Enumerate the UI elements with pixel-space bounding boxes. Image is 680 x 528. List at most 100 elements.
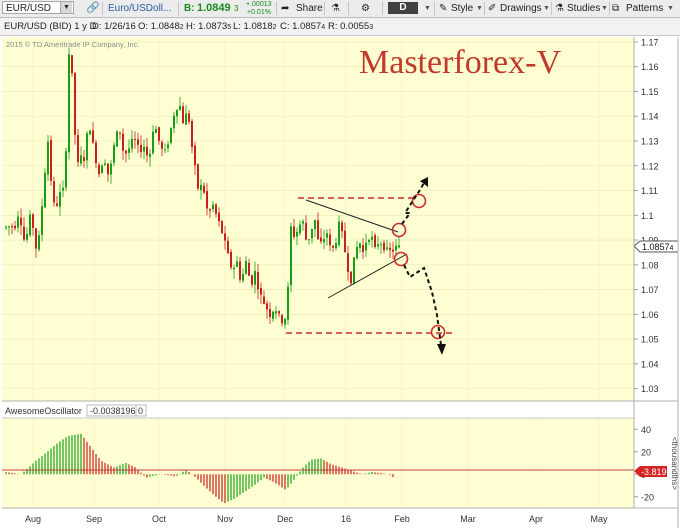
price-candles bbox=[5, 47, 400, 329]
candle-body bbox=[251, 275, 253, 285]
price-tick-label: 1.07 bbox=[641, 285, 659, 295]
patterns-icon[interactable]: ⧉ bbox=[612, 3, 620, 14]
candle-body bbox=[221, 220, 223, 233]
candle-body bbox=[188, 113, 190, 122]
candle-body bbox=[275, 311, 277, 314]
range-label: R: 0.00553 bbox=[328, 18, 373, 35]
gear-icon[interactable]: ⚙ bbox=[361, 3, 370, 14]
candle-body bbox=[392, 249, 394, 252]
share-button[interactable]: Share bbox=[296, 3, 323, 14]
triangle-lower-line bbox=[327, 253, 408, 299]
price-tick-label: 1.1 bbox=[641, 211, 654, 221]
toolbar-separator bbox=[324, 2, 325, 15]
candle-body bbox=[23, 226, 25, 240]
studies-icon[interactable]: ⚗ bbox=[555, 3, 564, 14]
price-tick-label: 1.13 bbox=[641, 137, 659, 147]
toolbar-separator bbox=[609, 2, 610, 15]
candle-body bbox=[38, 235, 40, 250]
ohlc-info-bar: EUR/USD (BID) 1 y D D: 1/26/16 O: 1.0848… bbox=[0, 18, 680, 36]
price-tick-label: 1.03 bbox=[641, 384, 659, 394]
candle-body bbox=[323, 239, 325, 243]
target-down-circle bbox=[430, 324, 446, 340]
high-value: H: 1.0873 bbox=[186, 21, 228, 32]
candle-body bbox=[62, 187, 64, 191]
candle-body bbox=[395, 245, 397, 251]
chevron-down-icon[interactable]: ▼ bbox=[476, 5, 483, 12]
candle-body bbox=[149, 153, 151, 157]
candle-body bbox=[227, 240, 229, 254]
candle-body bbox=[11, 226, 13, 228]
candle-body bbox=[89, 130, 91, 135]
oscillator-value: -0.0038196 bbox=[90, 406, 136, 416]
product-description[interactable]: Euro/USDoll... bbox=[108, 3, 172, 14]
symbol-selector[interactable]: EUR/USD ▼ bbox=[2, 1, 74, 14]
price-axis-labels: 1.171.161.151.141.131.121.111.11.091.081… bbox=[634, 37, 659, 394]
candle-body bbox=[155, 128, 157, 133]
candle-body bbox=[239, 261, 241, 280]
candle-body bbox=[236, 261, 238, 267]
studies-menu[interactable]: Studies bbox=[567, 3, 601, 14]
period-button[interactable]: D bbox=[388, 2, 418, 14]
candle-body bbox=[281, 315, 283, 324]
drawings-menu[interactable]: Drawings bbox=[500, 3, 542, 14]
candle-body bbox=[386, 247, 388, 249]
drawings-icon[interactable]: ✐ bbox=[488, 3, 497, 14]
patterns-menu[interactable]: Patterns bbox=[626, 3, 664, 14]
candle-body bbox=[359, 243, 361, 248]
candle-body bbox=[161, 142, 163, 149]
masterforex-watermark: Masterforex-V bbox=[359, 44, 561, 81]
candle-body bbox=[164, 149, 166, 151]
chevron-down-icon[interactable]: ▼ bbox=[601, 5, 608, 12]
candle-body bbox=[194, 145, 196, 166]
candle-body bbox=[128, 148, 130, 153]
price-tick-label: 1.15 bbox=[641, 87, 659, 97]
candle-body bbox=[320, 237, 322, 242]
chevron-down-icon[interactable]: ▼ bbox=[60, 2, 72, 13]
candle-body bbox=[14, 225, 16, 229]
link-icon[interactable]: 🔗 bbox=[86, 2, 100, 14]
chevron-down-icon[interactable]: ▼ bbox=[667, 5, 674, 12]
candle-body bbox=[389, 247, 391, 250]
copyright-text: 2015 © TD Ameritrade IP Company, Inc. bbox=[6, 40, 140, 49]
price-tick-label: 1.08 bbox=[641, 260, 659, 270]
open-label: O: 1.08482 bbox=[138, 18, 184, 35]
flask-icon[interactable]: ⚗ bbox=[331, 3, 340, 14]
toolbar-separator bbox=[484, 2, 485, 15]
low-label: L: 1.08182 bbox=[233, 18, 277, 35]
chevron-down-icon[interactable]: ▼ bbox=[424, 5, 431, 12]
candle-body bbox=[134, 139, 136, 141]
open-fraction: 2 bbox=[179, 24, 184, 31]
candle-body bbox=[287, 286, 289, 320]
candle-body bbox=[101, 165, 103, 174]
candle-body bbox=[32, 214, 34, 228]
candle-body bbox=[167, 144, 169, 149]
candle-body bbox=[17, 216, 19, 228]
oscillator-header-background bbox=[2, 403, 634, 418]
toolbar-separator bbox=[382, 2, 383, 15]
candle-body bbox=[272, 311, 274, 319]
share-icon[interactable]: ➦ bbox=[281, 3, 290, 14]
candle-body bbox=[56, 203, 58, 206]
candle-body bbox=[215, 204, 217, 214]
candle-body bbox=[5, 226, 7, 228]
candle-body bbox=[104, 163, 106, 166]
candle-body bbox=[326, 233, 328, 238]
candle-body bbox=[146, 146, 148, 156]
candle-body bbox=[353, 257, 355, 285]
bid-label: B: bbox=[184, 3, 195, 14]
price-tick-label: 1.17 bbox=[641, 37, 659, 47]
chevron-down-icon[interactable]: ▼ bbox=[543, 5, 550, 12]
style-icon[interactable]: ✎ bbox=[439, 3, 448, 14]
candle-body bbox=[347, 253, 349, 273]
top-toolbar: EUR/USD ▼ 🔗 Euro/USDoll... B: 1.0849 3 +… bbox=[0, 0, 680, 18]
candle-body bbox=[158, 127, 160, 141]
candle-body bbox=[125, 150, 127, 154]
toolbar-separator bbox=[102, 2, 103, 15]
style-menu[interactable]: Style bbox=[451, 3, 474, 14]
candle-body bbox=[35, 228, 37, 249]
candle-body bbox=[377, 244, 379, 247]
close-value: C: 1.0857 bbox=[280, 21, 322, 32]
price-tick-label: 1.04 bbox=[641, 359, 659, 369]
candle-body bbox=[206, 191, 208, 209]
candle-body bbox=[299, 224, 301, 234]
